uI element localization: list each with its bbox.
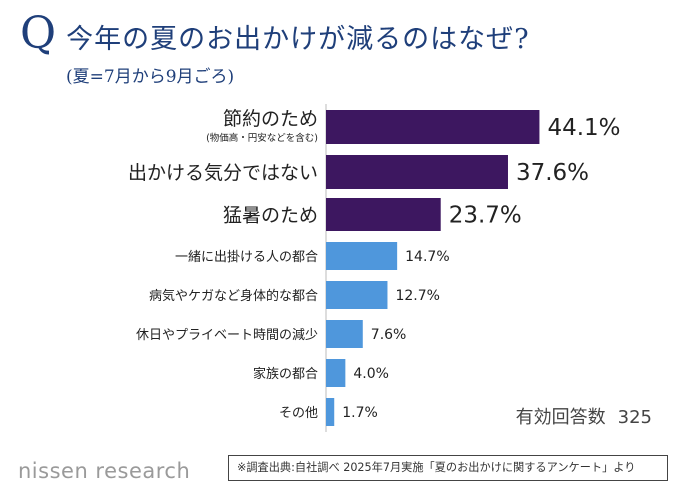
category-label-1: 節約のため	[223, 108, 318, 130]
value-label-3: 23.7%	[449, 203, 522, 229]
value-label-8: 1.7%	[342, 405, 378, 421]
question-mark-label: Q	[20, 8, 57, 59]
bar-chart: 節約のため (物価高・円安などを含む) 44.1% 出かける気分ではない 37.6% 猛暑…	[128, 104, 621, 432]
chart-title: 今年の夏のお出かけが減るのはなぜ?	[66, 24, 530, 55]
value-label-2: 37.6%	[516, 160, 589, 186]
chart-subtitle: (夏=7月から9月ごろ)	[66, 67, 235, 87]
category-label-8: その他	[279, 406, 318, 421]
source-note: ※調査出典:自社調べ 2025年7月実施「夏のお出かけに関するアンケート」より	[228, 455, 668, 481]
bar-1	[326, 110, 540, 144]
bar-4	[326, 242, 398, 270]
value-label-7: 4.0%	[353, 366, 389, 382]
category-label-2: 出かける気分ではない	[128, 162, 318, 184]
bar-7	[326, 359, 346, 387]
value-label-4: 14.7%	[405, 249, 449, 265]
bar-5	[326, 281, 388, 309]
bar-3	[326, 198, 441, 231]
sample-size-label: 有効回答数	[515, 407, 606, 428]
value-label-1: 44.1%	[547, 115, 620, 141]
value-label-5: 12.7%	[395, 288, 439, 304]
bar-8	[326, 398, 335, 426]
category-label-7: 家族の都合	[253, 366, 318, 382]
category-label-4: 一緒に出掛ける人の都合	[175, 250, 318, 265]
category-note-1: (物価高・円安などを含む)	[206, 132, 318, 144]
category-label-6: 休日やプライベート時間の減少	[136, 327, 318, 343]
category-label-5: 病気やケガなど身体的な都合	[149, 288, 318, 304]
value-label-6: 7.6%	[371, 327, 407, 343]
sample-size: 有効回答数 325	[504, 403, 652, 429]
category-label-3: 猛暑のため	[223, 205, 318, 227]
bar-6	[326, 320, 363, 348]
brand-logo: nissen research	[18, 459, 191, 483]
title-row: Q 今年の夏のお出かけが減るのはなぜ?	[20, 12, 530, 56]
sample-size-value: 325	[617, 407, 652, 428]
bar-2	[326, 155, 508, 189]
